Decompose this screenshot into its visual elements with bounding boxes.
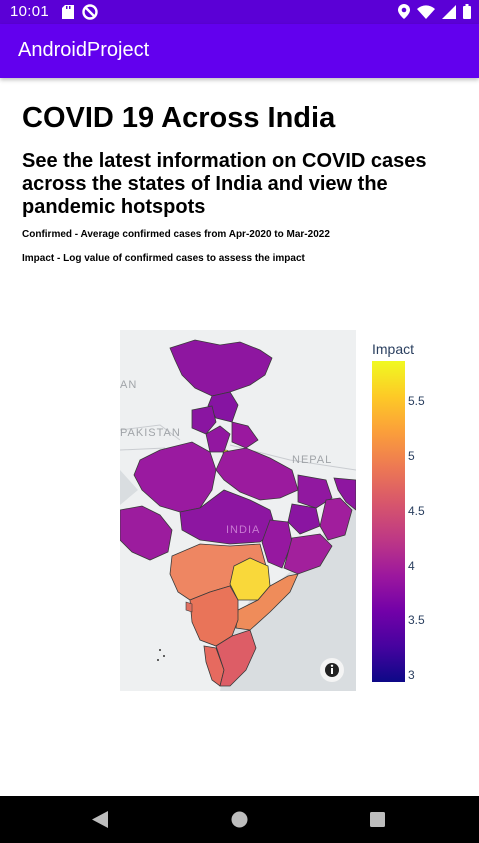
page-subtitle: See the latest information on COVID case… [22,150,427,218]
app-bar: AndroidProject [0,24,479,78]
state-gujarat[interactable] [120,505,173,561]
no-disturb-icon [82,4,98,20]
map-label-india: INDIA [226,524,260,536]
app-title: AndroidProject [18,39,150,61]
state-odisha[interactable] [283,533,333,575]
signal-icon [442,4,456,19]
battery-icon [463,4,471,19]
colorbar-tick: 4.5 [408,504,425,518]
india-choropleth-map[interactable]: AN PAKISTAN NEPAL INDIA [120,330,356,691]
colorbar-title: Impact [372,341,415,357]
map-label-pakistan: PAKISTAN [120,427,181,439]
confirmed-note: Confirmed - Average confirmed cases from… [22,229,330,240]
map-label-nepal: NEPAL [292,454,332,466]
location-icon [398,4,410,19]
colorbar-tick: 4 [408,559,415,573]
map-canvas: AN PAKISTAN NEPAL INDIA [120,330,356,691]
state-karnataka[interactable] [189,585,239,647]
state-westbengal[interactable] [319,497,353,541]
map-label-partial: AN [120,379,137,391]
state-jharkhand[interactable] [287,503,321,535]
page-title: COVID 19 Across India [22,102,336,134]
sd-card-icon [62,5,74,19]
navigation-bar [0,796,479,843]
island [159,649,161,651]
back-icon[interactable] [92,811,108,828]
state-andhra[interactable] [235,573,299,631]
status-bar: 10:01 [0,0,479,24]
impact-note: Impact - Log value of confirmed cases to… [22,253,305,264]
island [163,655,165,657]
state-chhattisgarh[interactable] [261,519,293,569]
state-goa[interactable] [185,601,193,613]
colorbar-tick: 5.5 [408,394,425,408]
island [157,659,159,661]
state-bihar[interactable] [297,474,333,509]
status-time: 10:01 [10,3,50,20]
state-rajasthan[interactable] [133,441,217,513]
state-haryana[interactable] [205,425,231,453]
info-icon[interactable] [320,658,344,682]
state-uttarakhand[interactable] [231,421,259,449]
state-northeast[interactable] [333,477,356,511]
colorbar-tick: 3 [408,668,415,682]
state-up[interactable] [215,447,299,501]
state-jk[interactable] [169,339,273,397]
colorbar-tick: 5 [408,449,415,463]
home-icon[interactable] [231,811,248,828]
state-punjab[interactable] [191,405,217,435]
wifi-icon [417,4,435,19]
recents-icon[interactable] [370,812,385,827]
colorbar-tick: 3.5 [408,613,425,627]
state-tamilnadu[interactable] [215,629,257,687]
colorbar [372,361,405,682]
